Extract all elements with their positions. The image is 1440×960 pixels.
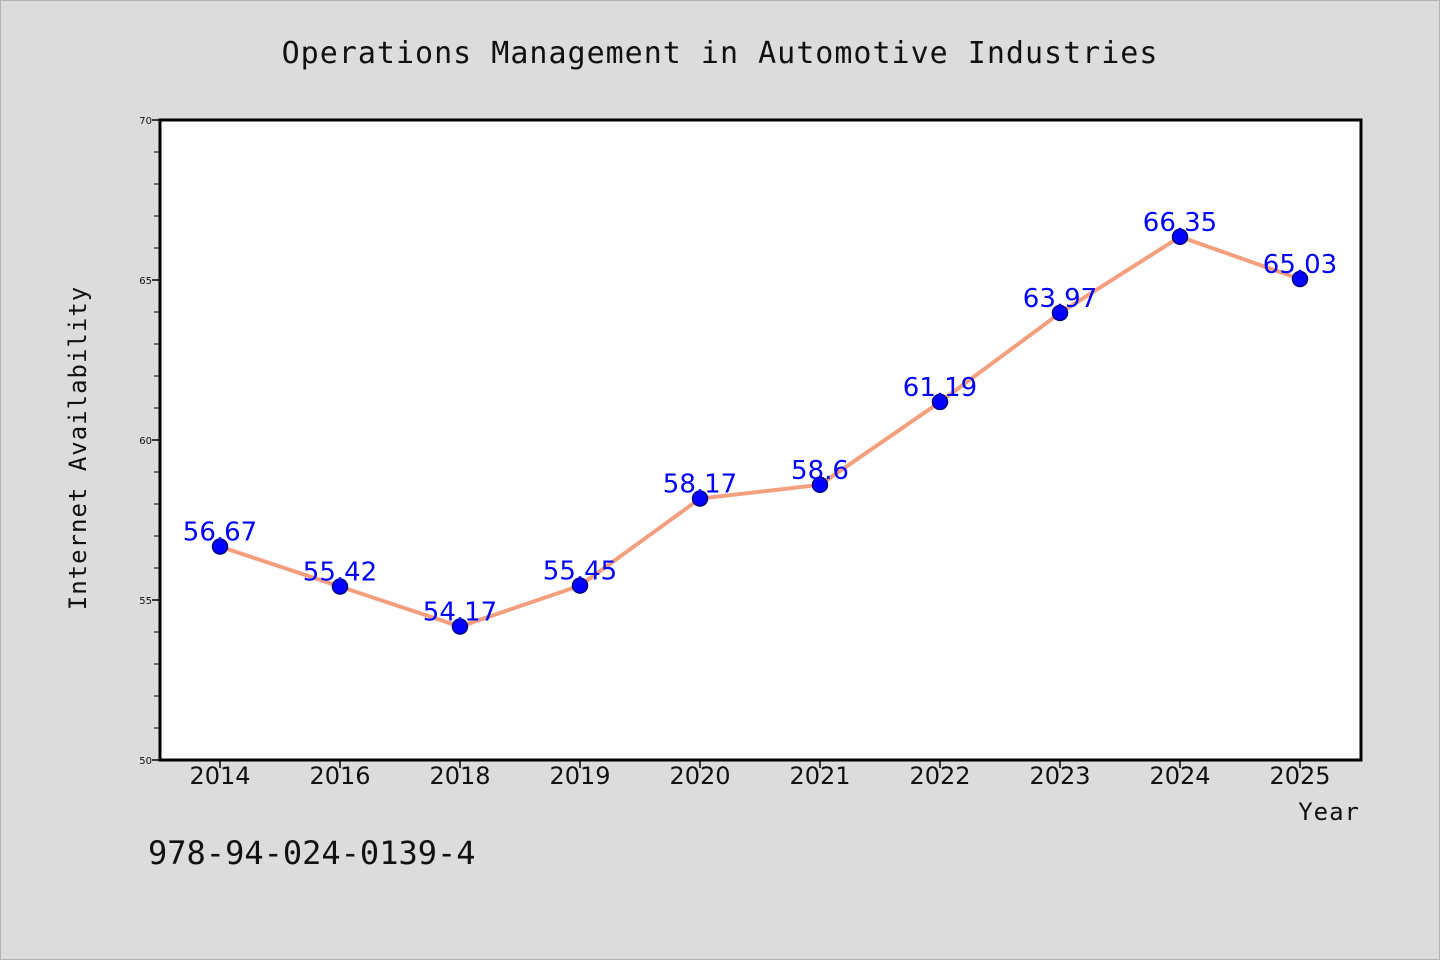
x-tick-label: 2016	[309, 762, 370, 790]
x-tick-label: 2019	[549, 762, 610, 790]
x-tick-label: 2023	[1029, 762, 1090, 790]
y-tick-label: 70	[139, 116, 152, 127]
data-label: 63.97	[1023, 284, 1097, 314]
x-tick-label: 2021	[789, 762, 850, 790]
data-label: 58.6	[791, 456, 849, 486]
data-point	[1171, 228, 1189, 246]
x-tick-label: 2020	[669, 762, 730, 790]
y-tick-label: 50	[139, 756, 152, 767]
y-tick-label: 55	[139, 596, 152, 607]
data-label: 56.67	[183, 518, 257, 548]
data-point	[451, 618, 469, 635]
data-label: 65.03	[1263, 250, 1337, 280]
data-point	[931, 393, 949, 411]
plot-area	[160, 120, 1361, 760]
x-tick-label: 2022	[909, 762, 970, 790]
x-axis-label: Year	[1298, 798, 1360, 826]
y-tick-label: 60	[139, 436, 152, 447]
x-axis-ticks: 2014 2016 2018 2019 2020 2021 2022 2023 2024 2025	[189, 760, 1331, 790]
data-label: 55.45	[543, 557, 617, 587]
isbn-footer: 978-94-024-0139-4	[148, 834, 476, 872]
x-tick-label: 2018	[429, 762, 490, 790]
data-label: 54.17	[423, 598, 497, 628]
data-point	[811, 476, 829, 494]
y-tick-label: 65	[139, 276, 152, 287]
data-label: 61.19	[903, 373, 977, 403]
x-tick-label: 2014	[189, 762, 250, 790]
y-axis-ticks: 50 55 60 65 70	[139, 116, 160, 767]
series-markers	[211, 228, 1309, 635]
data-label: 66.35	[1143, 208, 1217, 238]
data-point	[331, 578, 349, 595]
data-point	[1291, 270, 1309, 288]
data-label: 58.17	[663, 470, 737, 500]
plot-border	[158, 118, 1363, 762]
data-point	[691, 490, 709, 507]
chart-title: Operations Management in Automotive Indu…	[282, 36, 1159, 71]
series-line	[218, 234, 1302, 629]
x-tick-label: 2024	[1149, 762, 1210, 790]
data-point	[211, 538, 229, 555]
data-label: 55.42	[303, 558, 377, 588]
x-tick-label: 2025	[1269, 762, 1330, 790]
y-axis-label: Internet Availability	[64, 286, 92, 610]
data-labels: 56.67 55.42 54.17 55.45 58.17 58.6 61.19 63.97 6…	[183, 208, 1337, 628]
data-point	[1051, 304, 1069, 322]
data-point	[571, 577, 589, 594]
